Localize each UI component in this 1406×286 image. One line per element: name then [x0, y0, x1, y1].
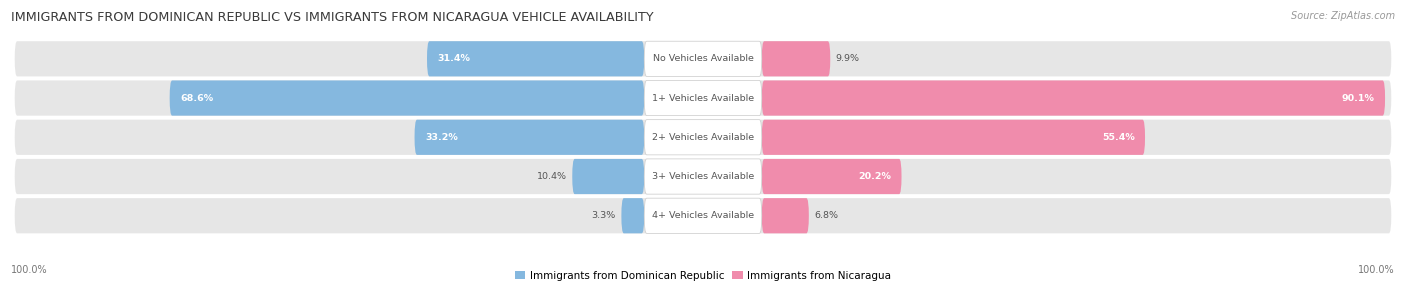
Text: 9.9%: 9.9%: [835, 54, 860, 63]
Text: 31.4%: 31.4%: [437, 54, 470, 63]
Text: Source: ZipAtlas.com: Source: ZipAtlas.com: [1291, 11, 1395, 21]
FancyBboxPatch shape: [644, 198, 762, 233]
Text: 10.4%: 10.4%: [537, 172, 567, 181]
FancyBboxPatch shape: [762, 120, 1144, 155]
FancyBboxPatch shape: [415, 120, 644, 155]
Text: 100.0%: 100.0%: [1358, 265, 1395, 275]
FancyBboxPatch shape: [644, 120, 762, 155]
FancyBboxPatch shape: [621, 198, 644, 233]
Text: 1+ Vehicles Available: 1+ Vehicles Available: [652, 94, 754, 103]
FancyBboxPatch shape: [14, 80, 1392, 116]
FancyBboxPatch shape: [762, 198, 808, 233]
Text: 90.1%: 90.1%: [1341, 94, 1375, 103]
Text: 33.2%: 33.2%: [425, 133, 458, 142]
Text: 6.8%: 6.8%: [814, 211, 838, 220]
Text: 68.6%: 68.6%: [180, 94, 214, 103]
Legend: Immigrants from Dominican Republic, Immigrants from Nicaragua: Immigrants from Dominican Republic, Immi…: [515, 271, 891, 281]
FancyBboxPatch shape: [762, 159, 901, 194]
FancyBboxPatch shape: [427, 41, 644, 76]
FancyBboxPatch shape: [14, 120, 1392, 155]
Text: IMMIGRANTS FROM DOMINICAN REPUBLIC VS IMMIGRANTS FROM NICARAGUA VEHICLE AVAILABI: IMMIGRANTS FROM DOMINICAN REPUBLIC VS IM…: [11, 11, 654, 24]
FancyBboxPatch shape: [14, 159, 1392, 194]
Text: 55.4%: 55.4%: [1102, 133, 1135, 142]
FancyBboxPatch shape: [14, 41, 1392, 76]
Text: 20.2%: 20.2%: [858, 172, 891, 181]
FancyBboxPatch shape: [762, 80, 1385, 116]
Text: 3+ Vehicles Available: 3+ Vehicles Available: [652, 172, 754, 181]
FancyBboxPatch shape: [644, 159, 762, 194]
Text: 2+ Vehicles Available: 2+ Vehicles Available: [652, 133, 754, 142]
FancyBboxPatch shape: [644, 80, 762, 116]
Text: 3.3%: 3.3%: [592, 211, 616, 220]
FancyBboxPatch shape: [644, 41, 762, 76]
FancyBboxPatch shape: [572, 159, 644, 194]
Text: 4+ Vehicles Available: 4+ Vehicles Available: [652, 211, 754, 220]
FancyBboxPatch shape: [14, 198, 1392, 233]
FancyBboxPatch shape: [170, 80, 644, 116]
Text: 100.0%: 100.0%: [11, 265, 48, 275]
Text: No Vehicles Available: No Vehicles Available: [652, 54, 754, 63]
FancyBboxPatch shape: [762, 41, 831, 76]
